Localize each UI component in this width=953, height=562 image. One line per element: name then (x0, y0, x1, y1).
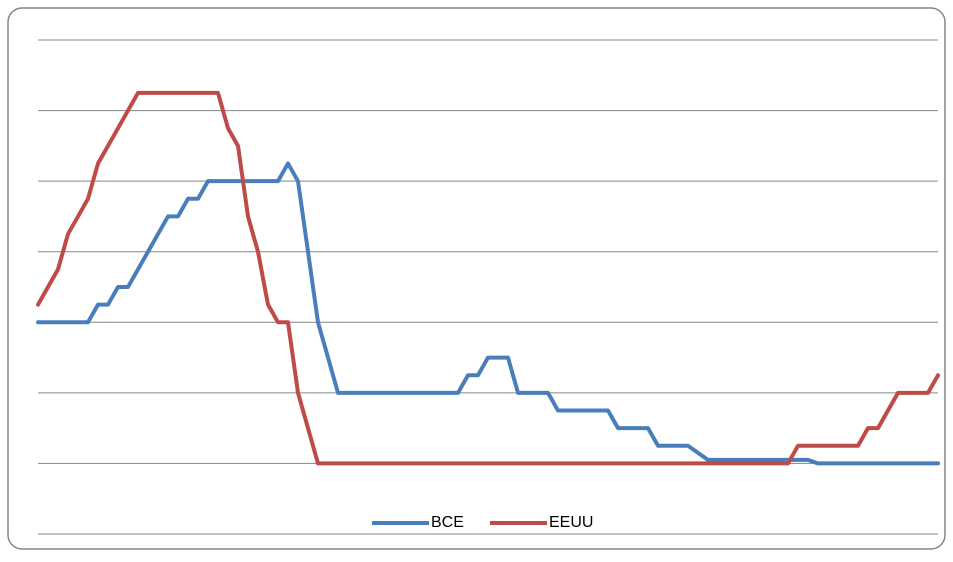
legend-label: EEUU (549, 514, 593, 531)
legend-label: BCE (431, 514, 464, 531)
chart-border (7, 7, 946, 550)
series-line (36, 90, 940, 466)
